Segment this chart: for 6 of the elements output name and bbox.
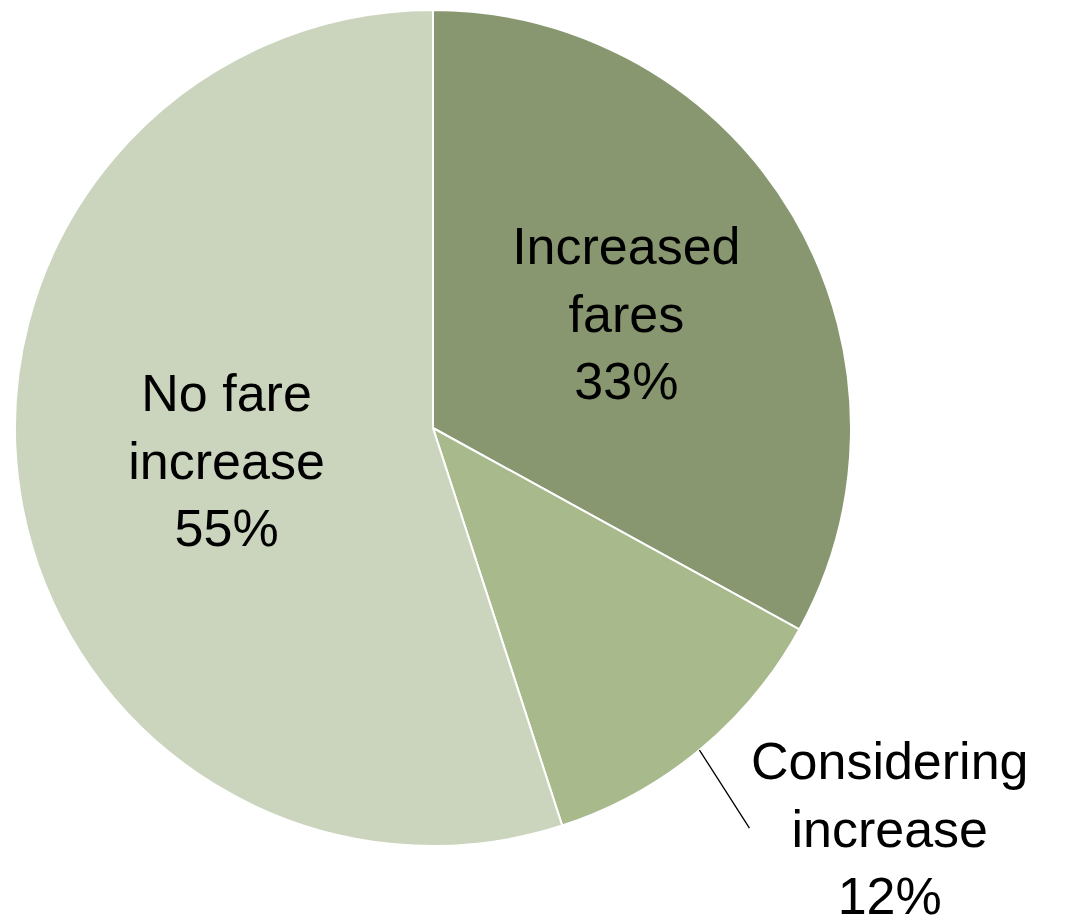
data-label: 12% [837,867,942,923]
data-label: 55% [174,499,279,558]
slice-label: No fare increase [128,364,325,490]
slice-label: Considering increase [751,732,1029,858]
slice-label: Increased fares [512,217,741,343]
data-label: 33% [574,352,679,411]
